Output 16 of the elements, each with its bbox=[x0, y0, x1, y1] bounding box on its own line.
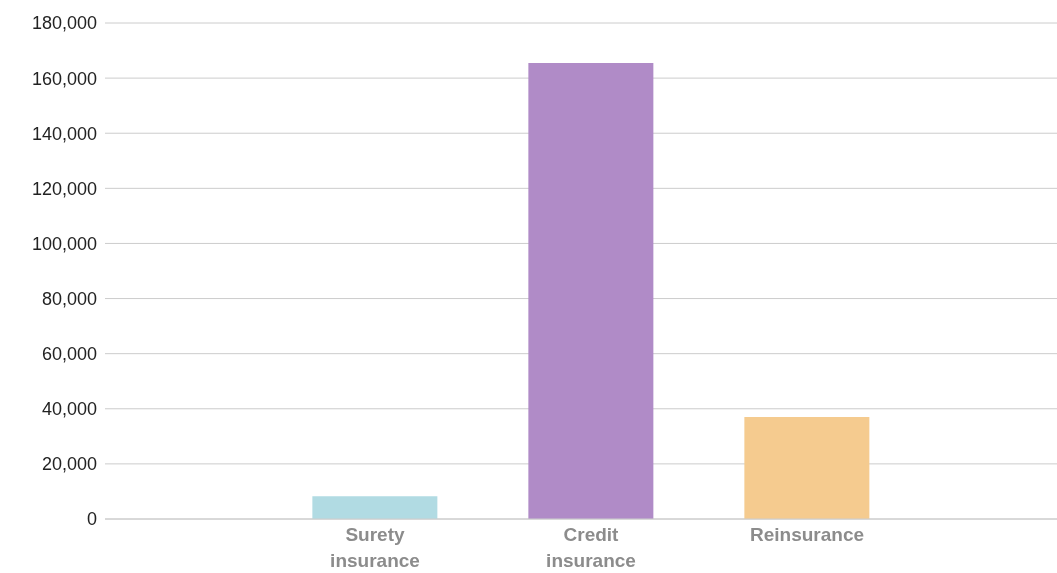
y-tick-label: 100,000 bbox=[31, 233, 97, 254]
bar bbox=[312, 496, 438, 519]
y-tick-label: 80,000 bbox=[41, 288, 97, 309]
y-tick-label: 180,000 bbox=[31, 13, 97, 34]
y-tick-label: 0 bbox=[86, 509, 97, 530]
x-tick-label: Reinsurance bbox=[749, 524, 865, 545]
x-tick-label: Credit insurance bbox=[546, 524, 636, 571]
y-tick-label: 160,000 bbox=[31, 68, 97, 89]
bar bbox=[744, 417, 870, 519]
y-tick-label: 140,000 bbox=[31, 123, 97, 144]
y-tick-label: 20,000 bbox=[41, 454, 97, 475]
bar bbox=[528, 62, 654, 519]
y-tick-label: 40,000 bbox=[41, 399, 97, 420]
y-tick-label: 120,000 bbox=[31, 178, 97, 199]
y-tick-label: 60,000 bbox=[41, 344, 97, 365]
x-tick-label: Surety insurance bbox=[330, 524, 420, 571]
